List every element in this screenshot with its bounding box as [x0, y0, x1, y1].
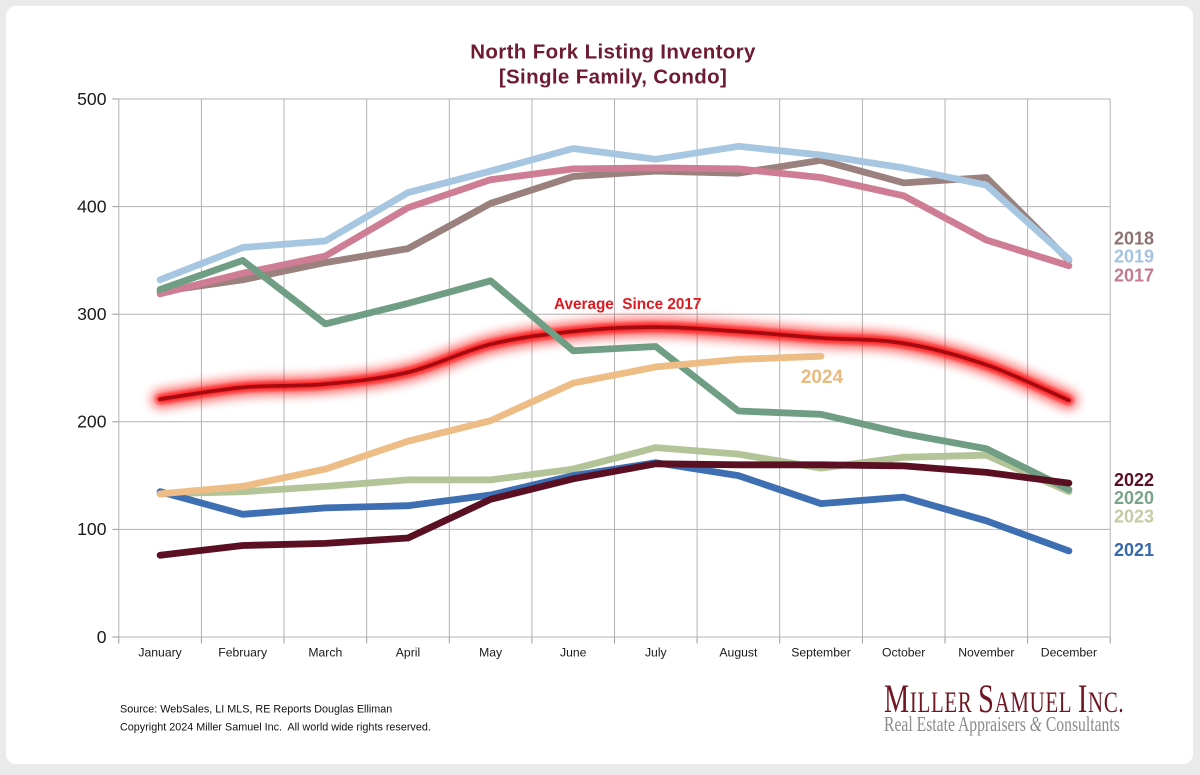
svg-text:August: August	[719, 646, 758, 660]
svg-text:300: 300	[77, 304, 107, 324]
svg-text:Copyright 2024 Miller Samuel I: Copyright 2024 Miller Samuel Inc. All wo…	[120, 721, 431, 733]
svg-text:2021: 2021	[1114, 540, 1154, 560]
svg-text:0: 0	[97, 627, 107, 647]
svg-text:North Fork Listing Inventory: North Fork Listing Inventory	[470, 41, 756, 64]
svg-text:100: 100	[77, 519, 107, 539]
svg-text:December: December	[1041, 646, 1097, 660]
svg-text:2020: 2020	[1114, 488, 1154, 508]
svg-text:February: February	[218, 646, 268, 660]
svg-text:June: June	[560, 646, 587, 660]
svg-text:400: 400	[77, 196, 107, 216]
svg-text:October: October	[882, 646, 925, 660]
svg-text:Average Since 2017: Average Since 2017	[554, 296, 701, 313]
svg-text:500: 500	[77, 89, 107, 109]
svg-text:2024: 2024	[801, 367, 844, 388]
svg-text:April: April	[396, 646, 420, 660]
svg-text:2019: 2019	[1114, 247, 1154, 267]
svg-text:Source: WebSales, LI MLS, RE R: Source: WebSales, LI MLS, RE Reports Dou…	[120, 703, 392, 715]
svg-text:2017: 2017	[1114, 266, 1154, 286]
svg-text:July: July	[645, 646, 668, 660]
svg-text:November: November	[958, 646, 1014, 660]
svg-text:May: May	[479, 646, 503, 660]
svg-text:200: 200	[77, 412, 107, 432]
svg-text:[Single Family, Condo]: [Single Family, Condo]	[499, 66, 727, 89]
svg-text:2023: 2023	[1114, 506, 1154, 526]
svg-text:2022: 2022	[1114, 470, 1154, 490]
svg-text:January: January	[138, 646, 182, 660]
svg-text:March: March	[308, 646, 342, 660]
svg-text:September: September	[791, 646, 851, 660]
svg-text:2018: 2018	[1114, 228, 1154, 248]
